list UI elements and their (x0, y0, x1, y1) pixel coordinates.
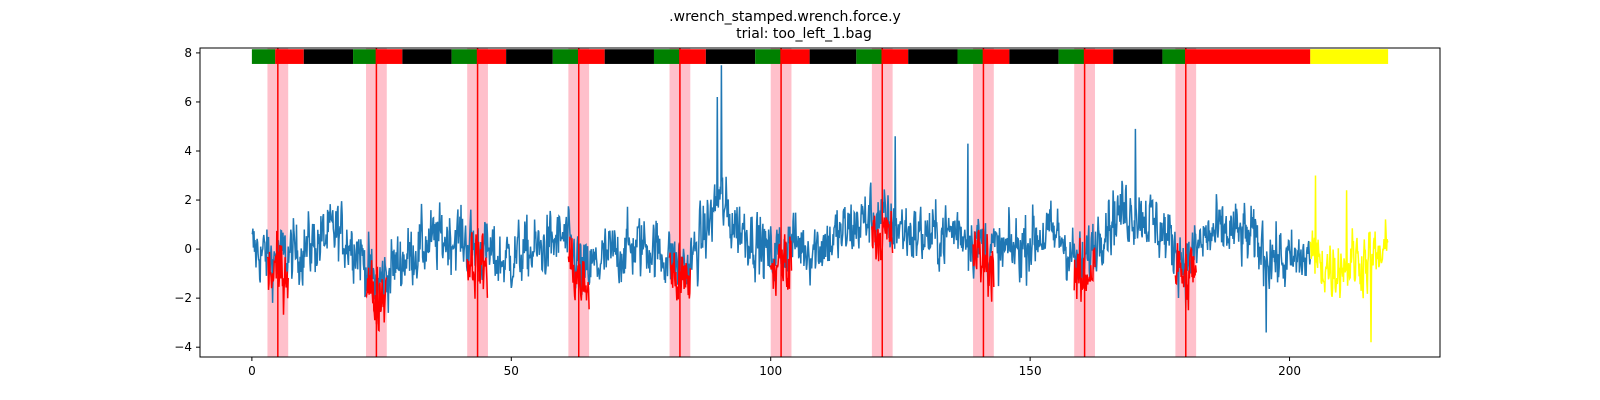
phase-segment (604, 49, 654, 64)
phase-segment (1058, 49, 1085, 64)
x-tick-label: 100 (759, 364, 782, 378)
phase-segment (1310, 49, 1389, 64)
phase-segment (275, 49, 304, 64)
x-tick-label: 150 (1019, 364, 1042, 378)
phase-segment (506, 49, 553, 64)
phase-segment (1009, 49, 1059, 64)
y-tick-label: 0 (184, 242, 192, 256)
phase-segment (552, 49, 579, 64)
chart-title: .wrench_stamped.wrench.force.y (669, 9, 901, 25)
phase-segment (882, 49, 909, 64)
event-lines (277, 48, 1187, 357)
phase-segment (856, 49, 883, 64)
phase-segment (705, 49, 756, 64)
y-tick-label: 6 (184, 95, 192, 109)
phase-segment (251, 49, 276, 64)
event-bands (267, 48, 1197, 357)
phase-segment (1162, 49, 1186, 64)
phase-segment (809, 49, 857, 64)
phase-segment (353, 49, 377, 64)
phase-segment (781, 49, 810, 64)
plot-frame (199, 47, 1441, 358)
phase-segment (908, 49, 958, 64)
x-tick-label: 0 (248, 364, 256, 378)
phase-segment (755, 49, 782, 64)
phase-segment (477, 49, 507, 64)
phase-segment (303, 49, 354, 64)
phase-segment (679, 49, 706, 64)
phase-segment (451, 49, 478, 64)
y-axis: −4 −2 0 2 4 6 8 (174, 46, 200, 354)
phase-segment (957, 49, 984, 64)
phase-segment (653, 49, 680, 64)
x-axis: 0 50 100 150 200 (248, 357, 1301, 378)
phase-segment (376, 49, 403, 64)
phase-segment (402, 49, 452, 64)
phase-segment (1084, 49, 1114, 64)
x-tick-label: 200 (1278, 364, 1301, 378)
chart-subtitle: trial: too_left_1.bag (736, 26, 872, 42)
y-tick-label: 4 (184, 144, 192, 158)
phase-segment (578, 49, 605, 64)
phase-segment (1185, 49, 1311, 64)
series-tail-line (1309, 175, 1389, 343)
x-tick-label: 50 (504, 364, 519, 378)
y-tick-label: −2 (174, 291, 192, 305)
phase-segment (983, 49, 1010, 64)
phase-segment (1113, 49, 1163, 64)
y-tick-label: 2 (184, 193, 192, 207)
y-tick-label: −4 (174, 340, 192, 354)
phase-bar (251, 49, 1389, 64)
y-tick-label: 8 (184, 46, 192, 60)
signal-series (251, 65, 1389, 343)
